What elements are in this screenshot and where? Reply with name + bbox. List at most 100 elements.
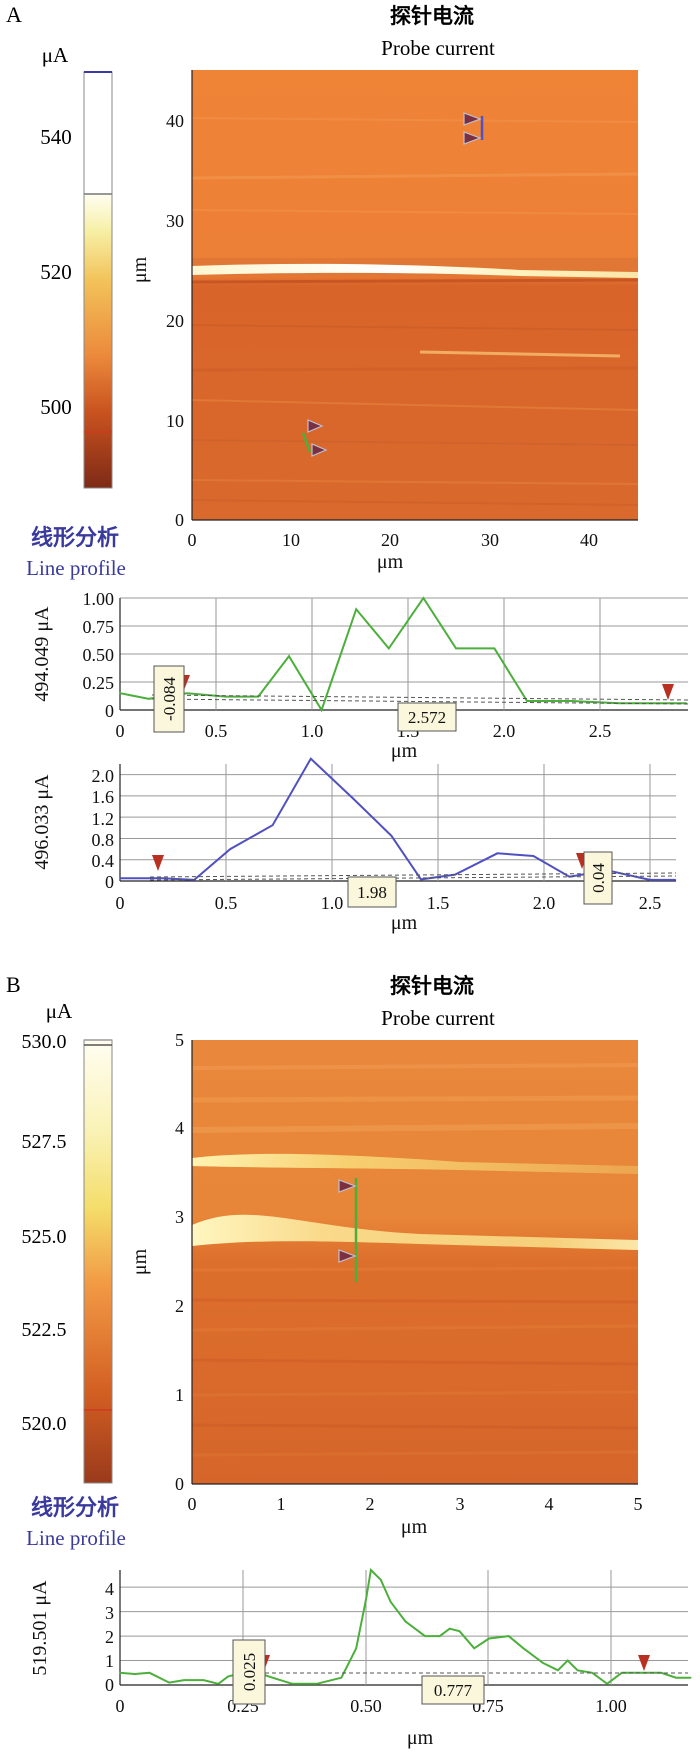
profile-3-ytick: 0: [105, 1675, 114, 1695]
map-a-xtick: 20: [381, 530, 399, 550]
profile-2-ylabel: 496.033 μA: [31, 774, 53, 870]
profile-3-bg: [120, 1570, 688, 1685]
profile-2-point: [674, 879, 677, 881]
profile-3-point: [458, 1630, 461, 1632]
profile-3-point: [507, 1635, 510, 1637]
profile-2-ytick: 2.0: [92, 766, 115, 786]
profile-3-point: [448, 1627, 451, 1630]
panel-b-title-cn: 探针电流: [390, 974, 474, 998]
profile-3-point: [640, 1671, 643, 1674]
profile-2-ytick: 0.4: [92, 851, 115, 871]
profile-3-point: [591, 1671, 594, 1674]
profile-3-point: [183, 1679, 185, 1681]
profile-3-point: [675, 1676, 677, 1679]
map-b-xtick: 4: [545, 1494, 554, 1514]
profile-1-ytick: 0: [105, 701, 114, 721]
colorbar-a-top: [83, 71, 113, 195]
profile-1-cursor-marker: [662, 684, 674, 700]
profile-1: 494.049 μA 0 0.25 0.50 0.75 1.00 0 0.5 1…: [31, 589, 689, 762]
profile-1-point: [455, 647, 457, 650]
map-a-axes: 0 10 20 30 40 μm 0 10 20 30 40 μm: [129, 70, 638, 573]
map-b-xtick: 1: [277, 1494, 286, 1514]
profile-2-point: [119, 877, 121, 880]
map-a-ytick: 0: [175, 510, 184, 530]
profile-3-point: [133, 1673, 136, 1675]
profile-1-xlabel: μm: [391, 740, 418, 762]
profile-3-xtick: 0: [116, 1696, 125, 1716]
panel-b-title-en: Probe current: [381, 1006, 495, 1030]
colorbar-a-unit: μA: [42, 43, 69, 67]
map-a-xtick: 10: [282, 530, 300, 550]
profile-2-xlabel: μm: [391, 912, 418, 934]
profile-3-point: [365, 1598, 367, 1601]
profile-1-xtick: 1.0: [301, 721, 324, 741]
profile-1-point: [186, 692, 188, 694]
profile-1-point: [288, 655, 290, 658]
panel-a-title-cn: 探针电流: [390, 4, 474, 28]
profile-3-point: [291, 1682, 294, 1685]
profile-2-point: [229, 848, 232, 850]
profile-3-point: [566, 1659, 569, 1662]
profile-2-ytick: 1.2: [92, 809, 115, 829]
profile-1-xtick: 2.0: [493, 721, 516, 741]
profile-3-point: [316, 1682, 318, 1685]
svg-text:-0.084: -0.084: [160, 677, 179, 721]
colorbar-a-tick-540: 540: [40, 125, 72, 149]
colorbar-b-tick: 530.0: [22, 1031, 67, 1053]
profile-3-point: [217, 1682, 220, 1685]
map-a-xlabel: μm: [377, 551, 404, 573]
profile-2-ytick: 0: [105, 872, 114, 892]
map-b-ytick: 5: [175, 1030, 184, 1050]
colorbar-b-tick: 522.5: [22, 1319, 67, 1341]
profile-3-point: [227, 1675, 230, 1678]
profile-3-point: [370, 1569, 372, 1571]
profile-3-point: [689, 1676, 692, 1679]
profile-2-point: [568, 875, 571, 878]
map-a-ytick: 30: [166, 211, 184, 231]
profile-3-point: [557, 1669, 559, 1672]
map-b-ylabel: μm: [129, 1248, 151, 1275]
svg-text:1.98: 1.98: [357, 883, 387, 902]
profile-3-point: [424, 1635, 426, 1637]
map-a-xtick: 40: [580, 530, 598, 550]
profile-2-xtick: 0.5: [215, 893, 238, 913]
map-b: [191, 1040, 639, 1484]
profile-3-point: [119, 1671, 121, 1674]
profile-3-cursor-label-2: 0.777: [421, 1675, 485, 1705]
map-b-axes: 0 1 2 3 4 5 μm 0 1 2 3 4 5 μm: [129, 1030, 643, 1538]
profile-1-xtick: 2.5: [589, 721, 612, 741]
panel-a-title-en: Probe current: [381, 36, 495, 60]
map-a-ytick: 40: [166, 111, 184, 131]
colorbar-a-tick-500: 500: [40, 395, 72, 419]
profile-2-xtick: 1.0: [321, 893, 344, 913]
profile-1-ytick: 0.75: [83, 617, 115, 637]
profile-1-ytick: 1.00: [83, 589, 115, 609]
profile-1-cursor-label-2: 2.572: [397, 702, 457, 732]
profile-1-point: [526, 700, 528, 702]
svg-text:0.025: 0.025: [240, 1653, 259, 1691]
map-b-xlabel: μm: [401, 1516, 428, 1538]
profile-2-xtick: 2.0: [533, 893, 556, 913]
map-b-xtick: 0: [188, 1494, 197, 1514]
profile-1-point: [570, 700, 572, 702]
profile-1-dashed-line: [151, 698, 689, 705]
profile-1-ytick: 0.50: [83, 645, 115, 665]
profile-1-xtick: 0.5: [205, 721, 228, 741]
profile-1-point: [355, 608, 357, 610]
profile-2-dashed-line: [149, 875, 677, 881]
profile-3-point: [355, 1647, 357, 1650]
panel-a-line-profile-en: Line profile: [26, 556, 126, 580]
profile-3-point: [168, 1681, 170, 1684]
profile-1-point: [618, 702, 620, 705]
profile-2-xtick: 2.5: [639, 893, 662, 913]
profile-2-point: [310, 757, 312, 760]
panel-b-line-profile-en: Line profile: [26, 1526, 126, 1550]
panel-a-letter: A: [6, 2, 22, 27]
profile-1-point: [422, 597, 425, 599]
profile-3-point: [439, 1635, 441, 1637]
profile-2-point: [496, 852, 499, 855]
map-a: [191, 70, 639, 520]
profile-3-point: [606, 1682, 608, 1685]
map-a-ytick: 10: [166, 411, 184, 431]
